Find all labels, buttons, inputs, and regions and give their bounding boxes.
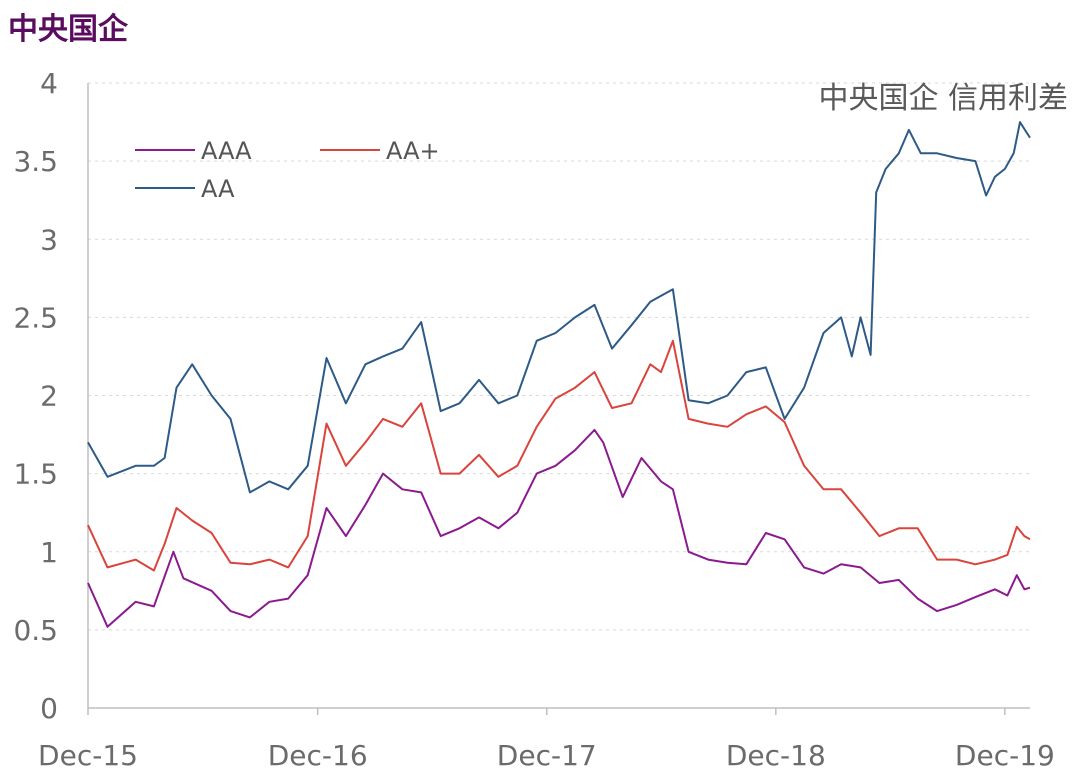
x-tick-label: Dec-19: [955, 739, 1055, 772]
y-tick-label: 2.5: [13, 301, 58, 334]
legend: AAA AA+ AA: [135, 137, 440, 203]
y-tick-label: 1: [40, 536, 58, 569]
x-axis: Dec-15 Dec-16 Dec-17 Dec-18 Dec-19: [38, 707, 1055, 772]
series-line-aaa: [87, 428, 1031, 628]
y-tick-label: 2: [40, 380, 58, 413]
y-tick-label: 3.5: [13, 145, 58, 178]
legend-label: AA+: [386, 137, 440, 165]
x-tick-label: Dec-17: [497, 739, 597, 772]
y-axis: 0 0.5 1 1.5 2 2.5 3 3.5 4: [13, 67, 89, 725]
x-tick-label: Dec-15: [38, 739, 138, 772]
series-line-aa-plus: [87, 339, 1031, 572]
x-tick-label: Dec-16: [268, 739, 368, 772]
page-title: 中央国企: [8, 12, 128, 47]
y-tick-label: 1.5: [13, 458, 58, 491]
chart-title: 中央国企 信用利差: [818, 81, 1068, 116]
legend-label: AA: [201, 175, 235, 203]
x-tick-label: Dec-18: [726, 739, 826, 772]
y-tick-label: 0.5: [13, 614, 58, 647]
y-tick-label: 4: [40, 67, 58, 100]
y-tick-label: 0: [40, 692, 58, 725]
series-line-aa: [87, 121, 1031, 494]
legend-label: AAA: [201, 137, 252, 165]
series-lines: [87, 121, 1031, 628]
y-tick-label: 3: [40, 223, 58, 256]
